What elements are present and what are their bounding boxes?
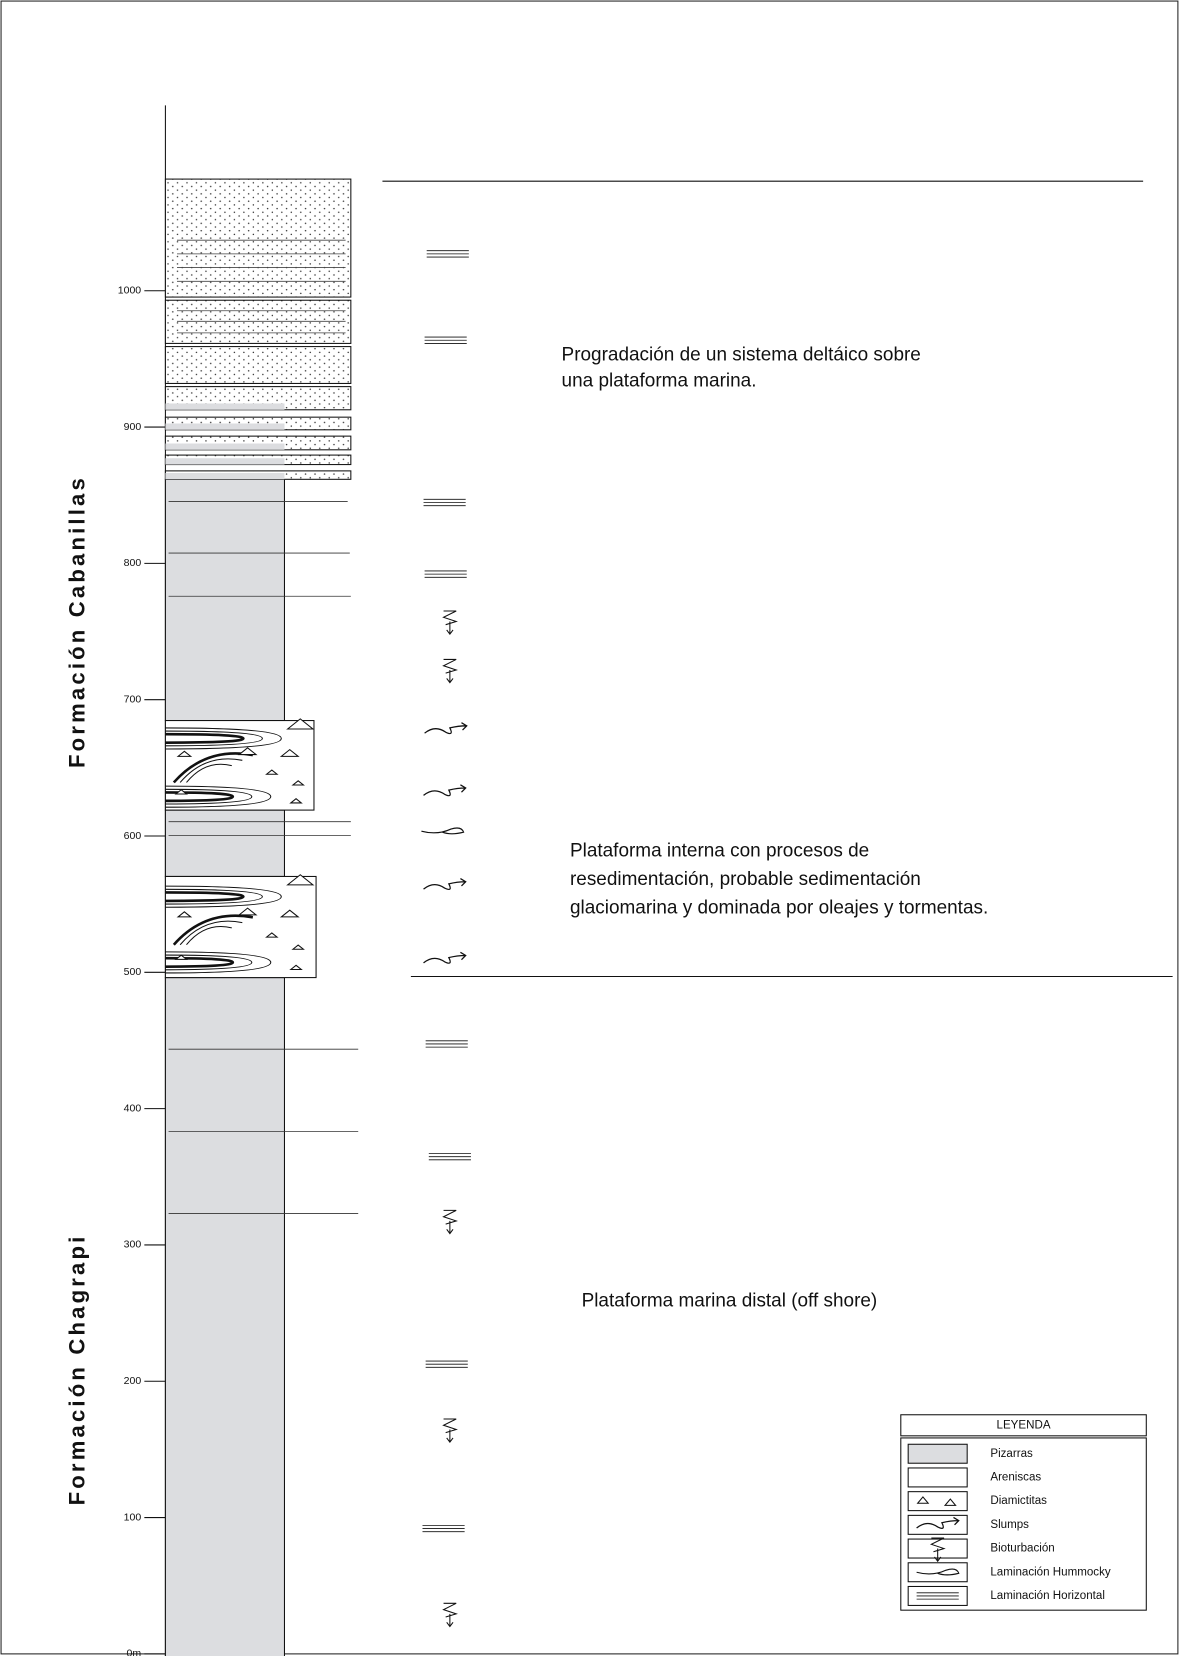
legend-title: LEYENDA xyxy=(997,1419,1051,1431)
legend-label: Areniscas xyxy=(990,1472,1041,1484)
legend-label: Pizarras xyxy=(990,1448,1033,1460)
depth-label: 300 xyxy=(124,1239,142,1251)
legend-label: Slumps xyxy=(990,1519,1029,1531)
interpretation-text: Progradación de un sistema deltáico sobr… xyxy=(562,344,921,365)
legend-label: Diamictitas xyxy=(990,1495,1047,1507)
depth-label: 1000 xyxy=(118,285,142,297)
interpretation-text: Plataforma interna con procesos de xyxy=(570,840,869,861)
depth-label: 800 xyxy=(124,557,142,569)
depth-label: 600 xyxy=(124,830,142,842)
legend-swatch xyxy=(908,1492,967,1511)
legend-label: Laminación Horizontal xyxy=(990,1590,1105,1602)
shale-interbed xyxy=(165,473,284,479)
shale-interbed xyxy=(165,403,284,409)
shale-interbed xyxy=(165,443,284,449)
legend-label: Laminación Hummocky xyxy=(990,1566,1111,1578)
depth-label: 0m xyxy=(127,1648,142,1656)
depth-label: 900 xyxy=(124,421,142,433)
sandstone-bed xyxy=(165,347,350,384)
depth-label: 100 xyxy=(124,1511,142,1523)
legend-swatch xyxy=(908,1515,967,1534)
shale-bed xyxy=(165,479,284,720)
shale-interbed xyxy=(165,458,284,464)
interpretation-text: glaciomarina y dominada por oleajes y to… xyxy=(570,897,988,918)
depth-label: 700 xyxy=(124,693,142,705)
formation-label: Formación Cabanillas xyxy=(64,475,89,768)
sandstone-bed xyxy=(165,179,350,297)
shale-bed xyxy=(165,978,284,1656)
interpretation-text: resedimentación, probable sedimentación xyxy=(570,869,921,890)
depth-label: 400 xyxy=(124,1102,142,1114)
depth-label: 200 xyxy=(124,1375,142,1387)
stratigraphic-column: 0m 100 200 300 400 500 600 700 800 900 1000 LEYENDA… xyxy=(0,0,1180,1656)
formation-label: Formación Chagrapi xyxy=(64,1234,89,1506)
legend-label: Bioturbación xyxy=(990,1543,1054,1555)
interpretation-text: una plataforma marina. xyxy=(562,371,757,392)
legend-swatch xyxy=(908,1468,967,1487)
legend-swatch xyxy=(908,1444,967,1463)
depth-label: 500 xyxy=(124,966,142,978)
shale-bed xyxy=(165,810,284,876)
interpretation-text: Plataforma marina distal (off shore) xyxy=(582,1290,878,1311)
sandstone-bed xyxy=(165,300,350,343)
shale-interbed xyxy=(165,423,284,429)
